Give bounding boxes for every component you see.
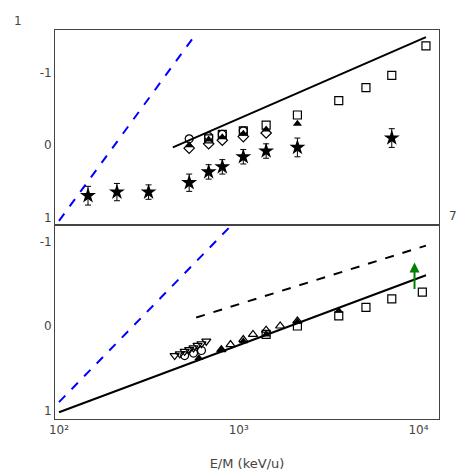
svg-text:-1: -1 [40, 235, 52, 249]
svg-text:10³: 10³ [229, 423, 249, 437]
svg-text:-1: -1 [40, 66, 52, 80]
svg-text:1: 1 [14, 14, 22, 28]
svg-text:7: 7 [449, 209, 457, 223]
svg-text:0: 0 [44, 319, 52, 333]
svg-text:1: 1 [44, 211, 52, 225]
svg-text:1: 1 [44, 404, 52, 418]
svg-text:10²: 10² [49, 423, 69, 437]
svg-text:0: 0 [44, 138, 52, 152]
svg-text:10⁴: 10⁴ [408, 423, 428, 437]
svg-text:E/M (keV/u): E/M (keV/u) [210, 456, 285, 471]
